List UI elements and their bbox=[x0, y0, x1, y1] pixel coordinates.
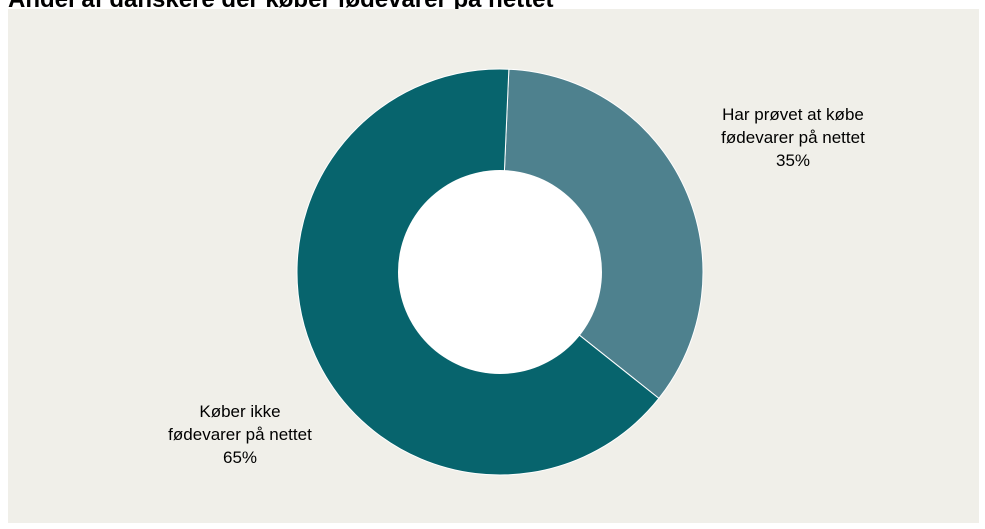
donut-chart: Har prøvet at købe fødevarer på nettet 35%… bbox=[8, 9, 979, 523]
slice-label-line: fødevarer på nettet bbox=[721, 128, 865, 147]
slice-label-2: Køber ikke fødevarer på nettet 65% bbox=[168, 402, 312, 467]
slice-label-line: Køber ikke bbox=[199, 402, 280, 421]
slice-label-1: Har prøvet at købe fødevarer på nettet 35% bbox=[721, 105, 865, 170]
slice-1 bbox=[499, 68, 704, 400]
slice-label-line: fødevarer på nettet bbox=[168, 425, 312, 444]
labels-group: Har prøvet at købe fødevarer på nettet 35%… bbox=[168, 105, 865, 467]
slice-value-label: 65% bbox=[223, 448, 257, 467]
slice-label-line: Har prøvet at købe bbox=[722, 105, 864, 124]
slice-value-label: 35% bbox=[776, 151, 810, 170]
plot-area: Har prøvet at købe fødevarer på nettet 35%… bbox=[8, 9, 979, 523]
donut-hole bbox=[398, 170, 602, 374]
